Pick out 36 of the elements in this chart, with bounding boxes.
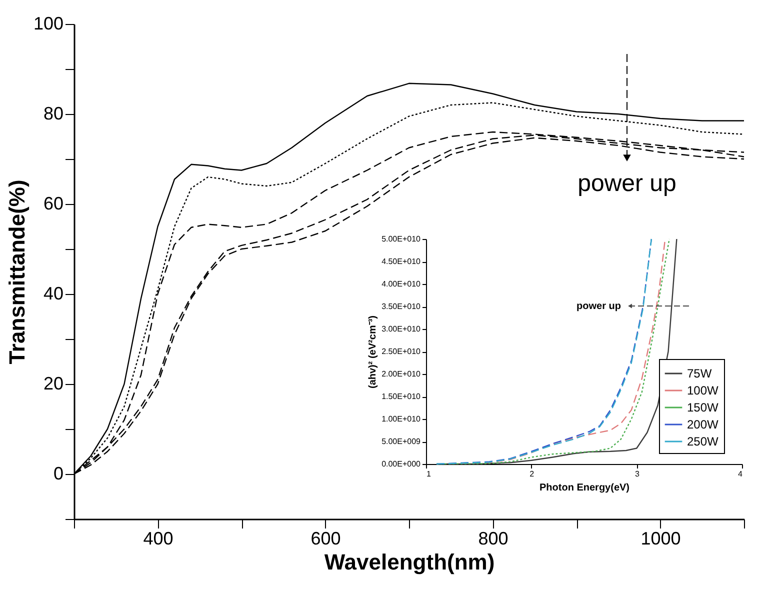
y-tick-label: 4.50E+010	[382, 257, 422, 266]
y-tick-label: 0.00E+000	[382, 460, 422, 468]
x-tick-label: 4	[738, 470, 744, 478]
y-tick-label: 5.00E+010	[382, 234, 422, 244]
y-axis-title: Transmittande(%)	[4, 180, 30, 364]
annotation: power up	[578, 170, 676, 197]
y-tick-label: 20	[43, 374, 64, 394]
y-axis-title: (ahv)² (eV²cm⁻³)	[368, 315, 379, 389]
x-axis-title: Wavelength(nm)	[324, 550, 495, 574]
y-tick-label: 100	[33, 14, 64, 34]
x-tick-label: 600	[310, 528, 341, 548]
legend-label: 150W	[687, 400, 720, 414]
x-tick-label: 1000	[640, 528, 681, 548]
y-tick-label: 4.00E+010	[382, 280, 422, 288]
y-tick-label: 1.50E+010	[382, 392, 422, 401]
y-tick-label: 3.50E+010	[382, 302, 422, 311]
x-tick-label: 800	[478, 528, 508, 548]
y-tick-label: 1.00E+010	[382, 414, 422, 424]
x-axis-title: Photon Energy(eV)	[539, 482, 630, 494]
legend-label: 250W	[687, 434, 720, 448]
legend-label: 75W	[687, 366, 712, 380]
y-tick-label: 40	[43, 284, 64, 304]
y-tick-label: 5.00E+009	[382, 437, 422, 446]
y-tick-label: 80	[43, 104, 64, 124]
y-tick-label: 3.00E+010	[382, 324, 422, 334]
x-tick-label: 3	[634, 470, 640, 478]
annotation: power up	[576, 301, 621, 312]
legend-label: 200W	[687, 418, 720, 432]
x-tick-label: 2	[530, 470, 535, 478]
x-tick-label: 1	[426, 470, 432, 478]
x-tick-label: 400	[143, 528, 174, 548]
y-tick-label: 2.00E+010	[382, 370, 422, 378]
y-tick-label: 0	[53, 464, 64, 484]
y-tick-label: 60	[43, 194, 64, 214]
y-tick-label: 2.50E+010	[382, 347, 422, 356]
legend-label: 100W	[687, 384, 720, 398]
